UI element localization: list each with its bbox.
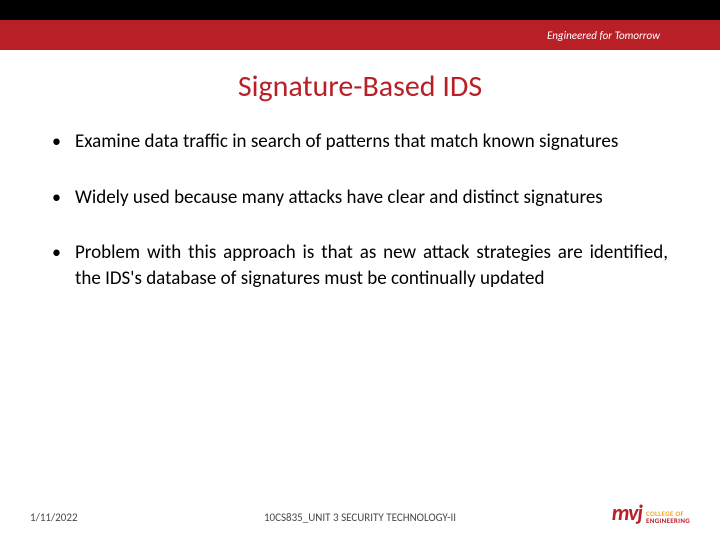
logo-text: COLLEGE OF ENGINEERING <box>646 510 690 524</box>
bullet-item: • Widely used because many attacks have … <box>52 185 668 211</box>
header-red-bar: Engineered for Tomorrow <box>0 20 720 50</box>
logo-mark: mvj <box>612 502 642 524</box>
footer-date: 1/11/2022 <box>30 511 78 524</box>
bullet-marker-icon: • <box>52 129 61 155</box>
bullet-text: Problem with this approach is that as ne… <box>75 240 668 291</box>
slide-footer: 1/11/2022 10CS835_UNIT 3 SECURITY TECHNO… <box>0 502 720 524</box>
bullet-text: Examine data traffic in search of patter… <box>75 129 668 155</box>
bullet-marker-icon: • <box>52 185 61 211</box>
logo-text-bottom: ENGINEERING <box>646 517 690 524</box>
footer-logo: mvj COLLEGE OF ENGINEERING <box>612 502 690 524</box>
header-tagline: Engineered for Tomorrow <box>547 29 660 42</box>
slide-title: Signature-Based IDS <box>0 68 720 105</box>
footer-center-text: 10CS835_UNIT 3 SECURITY TECHNOLOGY-II <box>264 511 456 524</box>
bullet-text: Widely used because many attacks have cl… <box>75 185 668 211</box>
bullet-item: • Problem with this approach is that as … <box>52 240 668 291</box>
slide-body: • Examine data traffic in search of patt… <box>0 129 720 292</box>
header-black-bar <box>0 0 720 20</box>
bullet-marker-icon: • <box>52 240 61 291</box>
bullet-item: • Examine data traffic in search of patt… <box>52 129 668 155</box>
